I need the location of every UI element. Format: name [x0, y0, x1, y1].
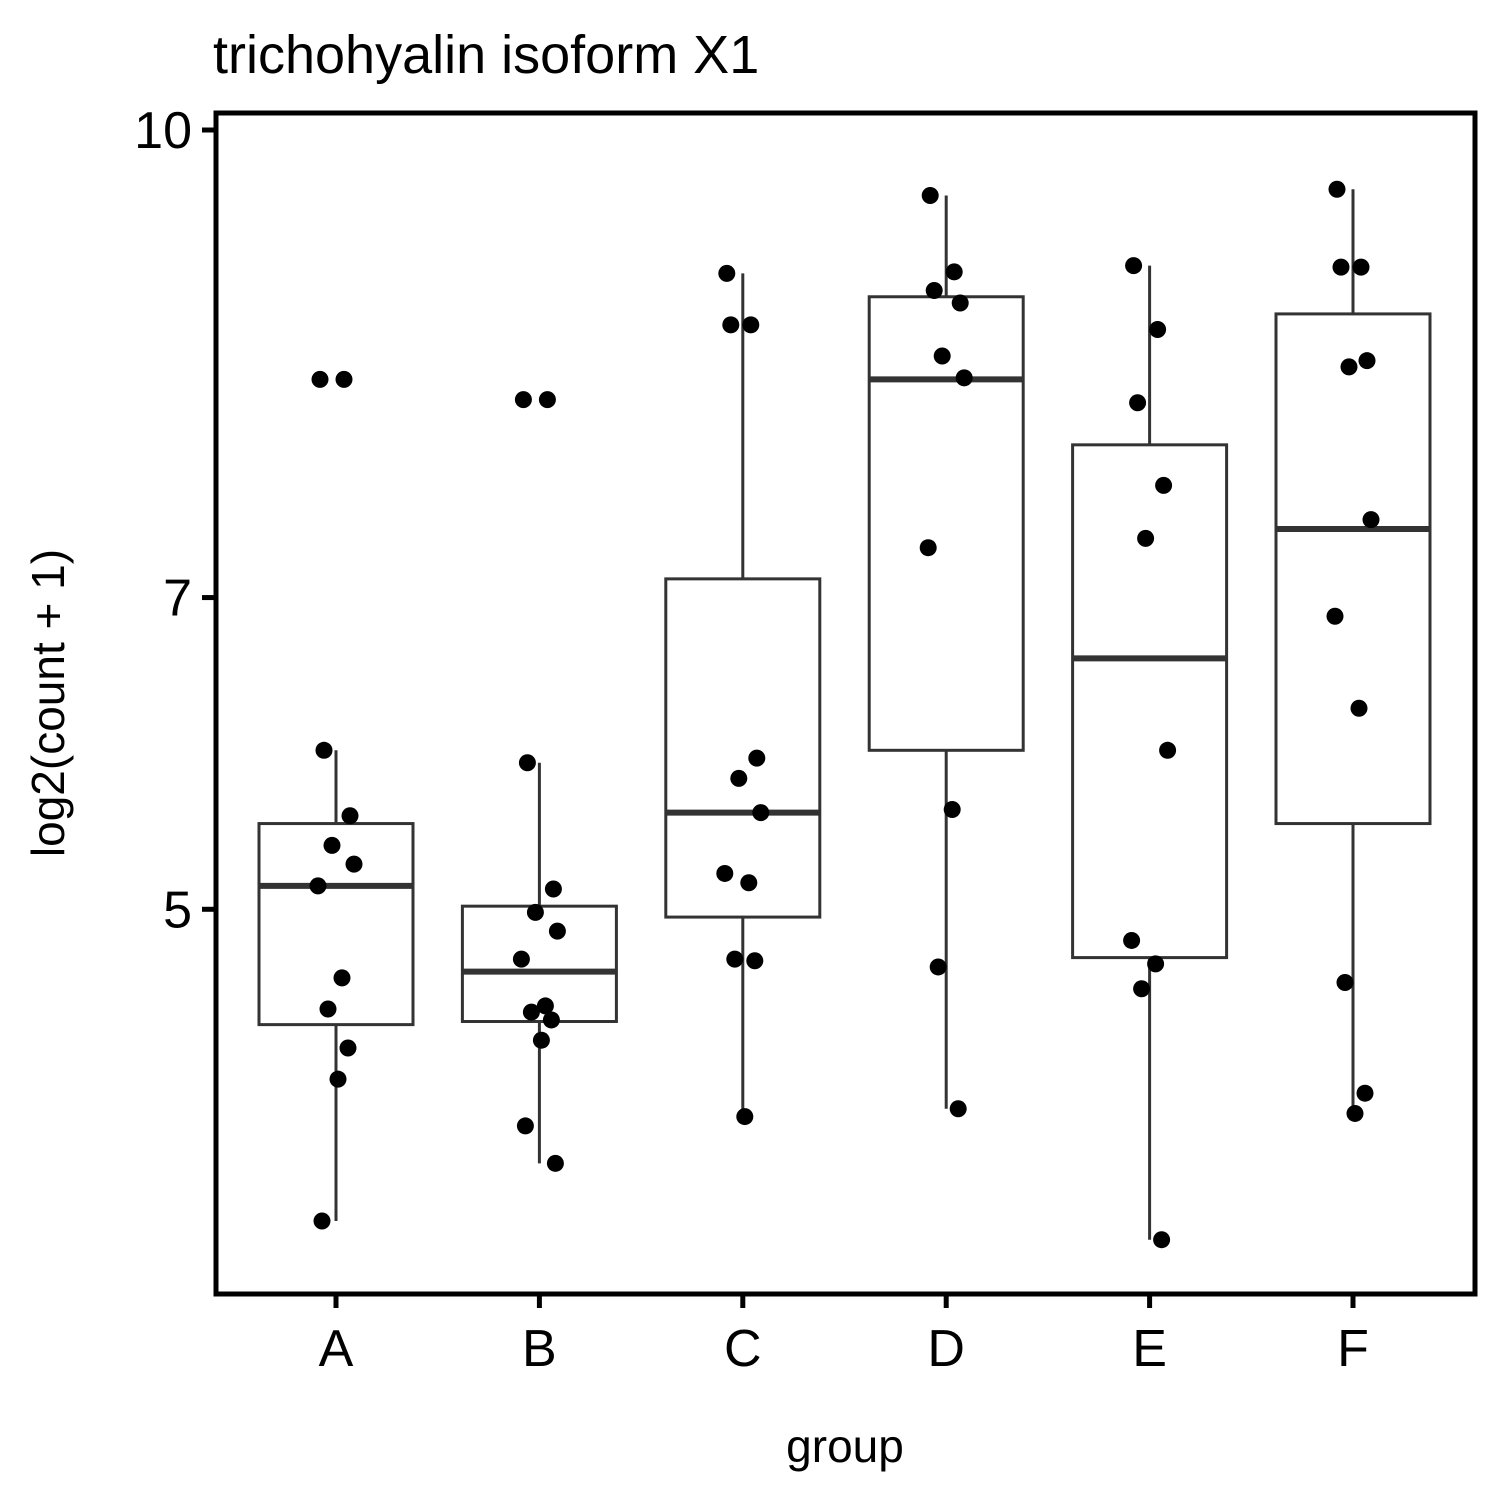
- point-C-2: [742, 316, 760, 334]
- point-C-7: [716, 864, 734, 882]
- chart-title: trichohyalin isoform X1: [213, 25, 759, 85]
- point-A-9: [319, 1000, 337, 1018]
- points-layer: [309, 180, 1380, 1249]
- point-A-8: [333, 969, 351, 987]
- iqr-box-A: [257, 822, 415, 1027]
- point-B-3: [518, 754, 536, 772]
- point-E-3: [1129, 394, 1147, 412]
- x-axis-label: group: [786, 1420, 904, 1472]
- point-B-9: [522, 1003, 540, 1021]
- point-E-5: [1137, 529, 1155, 547]
- point-E-1: [1125, 257, 1143, 275]
- boxes-layer: [257, 189, 1432, 1240]
- box-C: [664, 273, 822, 1117]
- point-A-10: [339, 1039, 357, 1057]
- point-A-7: [309, 877, 327, 895]
- point-A-2: [335, 370, 353, 388]
- point-B-13: [546, 1154, 564, 1172]
- point-B-8: [536, 997, 554, 1015]
- point-C-8: [740, 874, 758, 892]
- box-E: [1071, 265, 1229, 1240]
- point-A-12: [313, 1212, 331, 1230]
- point-D-2: [945, 263, 963, 281]
- point-A-6: [345, 855, 363, 873]
- point-C-4: [748, 749, 766, 767]
- x-axis: A B C D E F: [319, 1294, 1369, 1378]
- x-tick-label-C: C: [724, 1320, 762, 1378]
- x-tick-label-B: B: [522, 1320, 557, 1378]
- point-F-11: [1346, 1104, 1364, 1122]
- iqr-box-D: [867, 295, 1025, 752]
- point-D-9: [929, 958, 947, 976]
- point-C-6: [752, 804, 770, 822]
- iqr-box-F: [1274, 312, 1432, 826]
- point-A-1: [311, 370, 329, 388]
- point-C-10: [746, 952, 764, 970]
- point-F-7: [1326, 607, 1344, 625]
- point-C-5: [730, 769, 748, 787]
- point-B-6: [548, 922, 566, 940]
- y-tick-label-7: 7: [163, 570, 192, 628]
- point-E-9: [1133, 980, 1151, 998]
- point-C-1: [718, 264, 736, 282]
- point-F-10: [1356, 1084, 1374, 1102]
- x-tick-label-D: D: [927, 1320, 965, 1378]
- point-E-7: [1123, 931, 1141, 949]
- point-B-2: [538, 391, 556, 409]
- point-D-1: [921, 186, 939, 204]
- x-tick-label-E: E: [1132, 1320, 1167, 1378]
- point-E-8: [1147, 955, 1165, 973]
- point-C-11: [736, 1108, 754, 1126]
- point-F-8: [1350, 699, 1368, 717]
- point-A-4: [341, 807, 359, 825]
- point-F-1: [1328, 180, 1346, 198]
- point-E-4: [1155, 476, 1173, 494]
- x-tick-label-F: F: [1337, 1320, 1369, 1378]
- point-F-3: [1332, 258, 1350, 276]
- x-tick-label-A: A: [319, 1320, 354, 1378]
- point-B-11: [532, 1031, 550, 1049]
- point-B-1: [514, 391, 532, 409]
- point-B-5: [526, 903, 544, 921]
- point-D-5: [933, 347, 951, 365]
- iqr-box-C: [664, 577, 822, 919]
- point-B-7: [512, 950, 530, 968]
- y-axis-label: log2(count + 1): [22, 549, 74, 857]
- point-C-3: [722, 316, 740, 334]
- y-axis: 5 7 10: [134, 102, 216, 939]
- box-A: [257, 750, 415, 1221]
- point-F-5: [1340, 358, 1358, 376]
- point-C-9: [726, 950, 744, 968]
- point-D-4: [951, 294, 969, 312]
- point-B-10: [542, 1011, 560, 1029]
- box-B: [460, 762, 618, 1164]
- point-E-2: [1149, 320, 1167, 338]
- point-B-4: [544, 880, 562, 898]
- y-tick-label-10: 10: [134, 102, 192, 160]
- box-F: [1274, 189, 1432, 1114]
- point-D-8: [943, 801, 961, 819]
- point-F-2: [1352, 258, 1370, 276]
- plot-frame: [213, 110, 1478, 1297]
- point-A-3: [315, 741, 333, 759]
- point-E-10: [1153, 1231, 1171, 1249]
- point-D-6: [955, 369, 973, 387]
- point-A-11: [329, 1070, 347, 1088]
- iqr-box-E: [1071, 443, 1229, 960]
- point-F-6: [1362, 511, 1380, 529]
- point-E-6: [1159, 741, 1177, 759]
- point-D-7: [919, 539, 937, 557]
- point-B-12: [516, 1117, 534, 1135]
- point-F-4: [1358, 352, 1376, 370]
- point-A-5: [323, 836, 341, 854]
- box-D: [867, 195, 1025, 1109]
- point-D-3: [925, 282, 943, 300]
- point-F-9: [1336, 974, 1354, 992]
- point-D-10: [949, 1100, 967, 1118]
- y-tick-label-5: 5: [163, 881, 192, 939]
